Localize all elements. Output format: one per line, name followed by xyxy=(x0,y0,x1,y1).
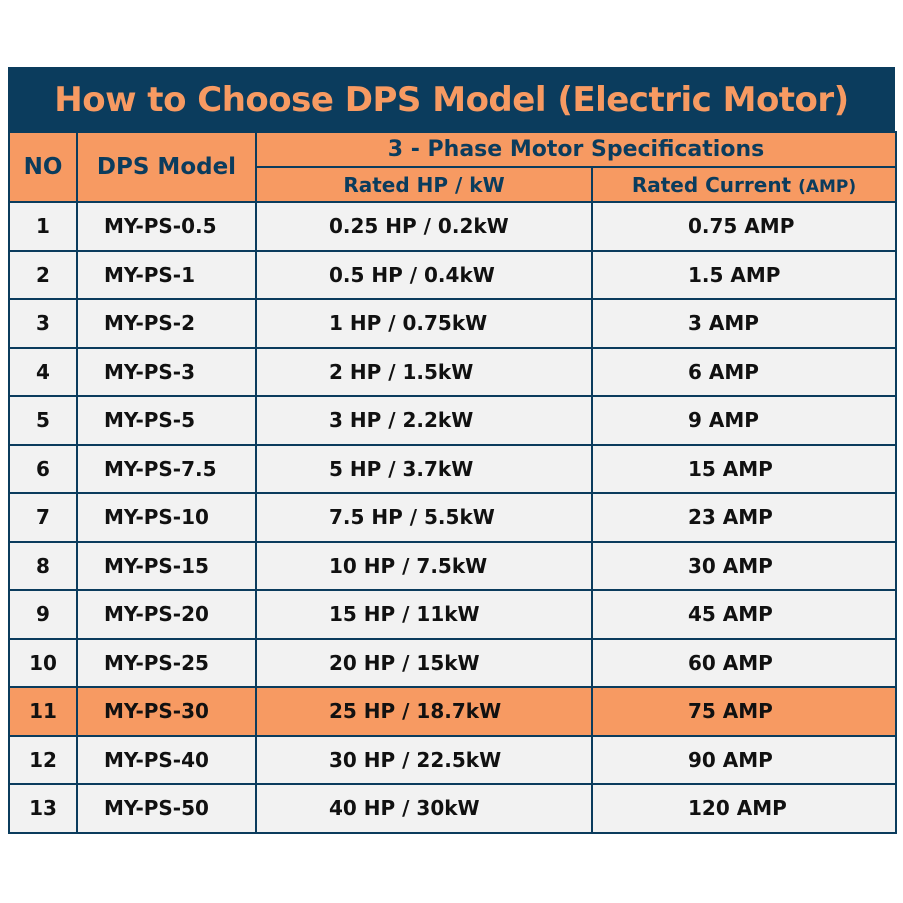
cell-hp: 25 HP / 18.7kW xyxy=(255,686,593,737)
cell-current: 120 AMP xyxy=(591,783,897,834)
cell-no: 4 xyxy=(8,346,78,397)
cell-hp: 7.5 HP / 5.5kW xyxy=(255,492,593,543)
cell-no: 13 xyxy=(8,783,78,834)
cell-current: 15 AMP xyxy=(591,443,897,494)
table-row: 11 MY-PS-30 25 HP / 18.7kW 75 AMP xyxy=(8,686,897,737)
cell-no: 11 xyxy=(8,686,78,737)
cell-model: MY-PS-40 xyxy=(76,734,257,785)
cell-model: MY-PS-7.5 xyxy=(76,443,257,494)
cell-current: 90 AMP xyxy=(591,734,897,785)
table-row: 4 MY-PS-3 2 HP / 1.5kW 6 AMP xyxy=(8,346,897,397)
cell-hp: 0.25 HP / 0.2kW xyxy=(255,201,593,252)
cell-hp: 10 HP / 7.5kW xyxy=(255,540,593,591)
table-row: 12 MY-PS-40 30 HP / 22.5kW 90 AMP xyxy=(8,734,897,785)
cell-model: MY-PS-50 xyxy=(76,783,257,834)
cell-hp: 20 HP / 15kW xyxy=(255,637,593,688)
cell-hp: 40 HP / 30kW xyxy=(255,783,593,834)
cell-hp: 2 HP / 1.5kW xyxy=(255,346,593,397)
cell-no: 6 xyxy=(8,443,78,494)
table-row: 3 MY-PS-2 1 HP / 0.75kW 3 AMP xyxy=(8,298,897,349)
cell-no: 3 xyxy=(8,298,78,349)
cell-model: MY-PS-3 xyxy=(76,346,257,397)
table-row: 7 MY-PS-10 7.5 HP / 5.5kW 23 AMP xyxy=(8,492,897,543)
header-current-label: Rated Current xyxy=(631,172,792,197)
table-row: 10 MY-PS-25 20 HP / 15kW 60 AMP xyxy=(8,637,897,688)
cell-no: 8 xyxy=(8,540,78,591)
header-no: NO xyxy=(8,131,78,203)
cell-current: 6 AMP xyxy=(591,346,897,397)
cell-model: MY-PS-10 xyxy=(76,492,257,543)
cell-model: MY-PS-20 xyxy=(76,589,257,640)
cell-no: 1 xyxy=(8,201,78,252)
cell-current: 45 AMP xyxy=(591,589,897,640)
table-row: 8 MY-PS-15 10 HP / 7.5kW 30 AMP xyxy=(8,540,897,591)
cell-no: 7 xyxy=(8,492,78,543)
cell-current: 60 AMP xyxy=(591,637,897,688)
table-row: 6 MY-PS-7.5 5 HP / 3.7kW 15 AMP xyxy=(8,443,897,494)
cell-no: 10 xyxy=(8,637,78,688)
table-row: 9 MY-PS-20 15 HP / 11kW 45 AMP xyxy=(8,589,897,640)
dps-model-table: How to Choose DPS Model (Electric Motor)… xyxy=(8,67,897,834)
header-group: 3 - Phase Motor Specifications xyxy=(255,131,897,168)
cell-model: MY-PS-25 xyxy=(76,637,257,688)
header-hp: Rated HP / kW xyxy=(255,166,593,203)
header-model: DPS Model xyxy=(76,131,257,203)
cell-hp: 0.5 HP / 0.4kW xyxy=(255,249,593,300)
cell-hp: 30 HP / 22.5kW xyxy=(255,734,593,785)
spec-table: NO DPS Model 3 - Phase Motor Specificati… xyxy=(8,131,897,834)
cell-current: 9 AMP xyxy=(591,395,897,446)
cell-model: MY-PS-15 xyxy=(76,540,257,591)
cell-model: MY-PS-2 xyxy=(76,298,257,349)
cell-hp: 15 HP / 11kW xyxy=(255,589,593,640)
cell-model: MY-PS-0.5 xyxy=(76,201,257,252)
cell-model: MY-PS-30 xyxy=(76,686,257,737)
cell-current: 0.75 AMP xyxy=(591,201,897,252)
cell-no: 2 xyxy=(8,249,78,300)
cell-current: 3 AMP xyxy=(591,298,897,349)
cell-current: 23 AMP xyxy=(591,492,897,543)
cell-no: 5 xyxy=(8,395,78,446)
table-row: 13 MY-PS-50 40 HP / 30kW 120 AMP xyxy=(8,783,897,834)
cell-hp: 1 HP / 0.75kW xyxy=(255,298,593,349)
table-row: 5 MY-PS-5 3 HP / 2.2kW 9 AMP xyxy=(8,395,897,446)
cell-hp: 3 HP / 2.2kW xyxy=(255,395,593,446)
cell-no: 9 xyxy=(8,589,78,640)
cell-no: 12 xyxy=(8,734,78,785)
cell-model: MY-PS-1 xyxy=(76,249,257,300)
table-title: How to Choose DPS Model (Electric Motor) xyxy=(8,67,895,131)
cell-current: 75 AMP xyxy=(591,686,897,737)
cell-current: 1.5 AMP xyxy=(591,249,897,300)
cell-current: 30 AMP xyxy=(591,540,897,591)
table-row: 1 MY-PS-0.5 0.25 HP / 0.2kW 0.75 AMP xyxy=(8,201,897,252)
cell-model: MY-PS-5 xyxy=(76,395,257,446)
header-current: Rated Current (AMP) xyxy=(591,166,897,203)
header-current-unit: (AMP) xyxy=(798,176,857,197)
cell-hp: 5 HP / 3.7kW xyxy=(255,443,593,494)
table-row: 2 MY-PS-1 0.5 HP / 0.4kW 1.5 AMP xyxy=(8,249,897,300)
